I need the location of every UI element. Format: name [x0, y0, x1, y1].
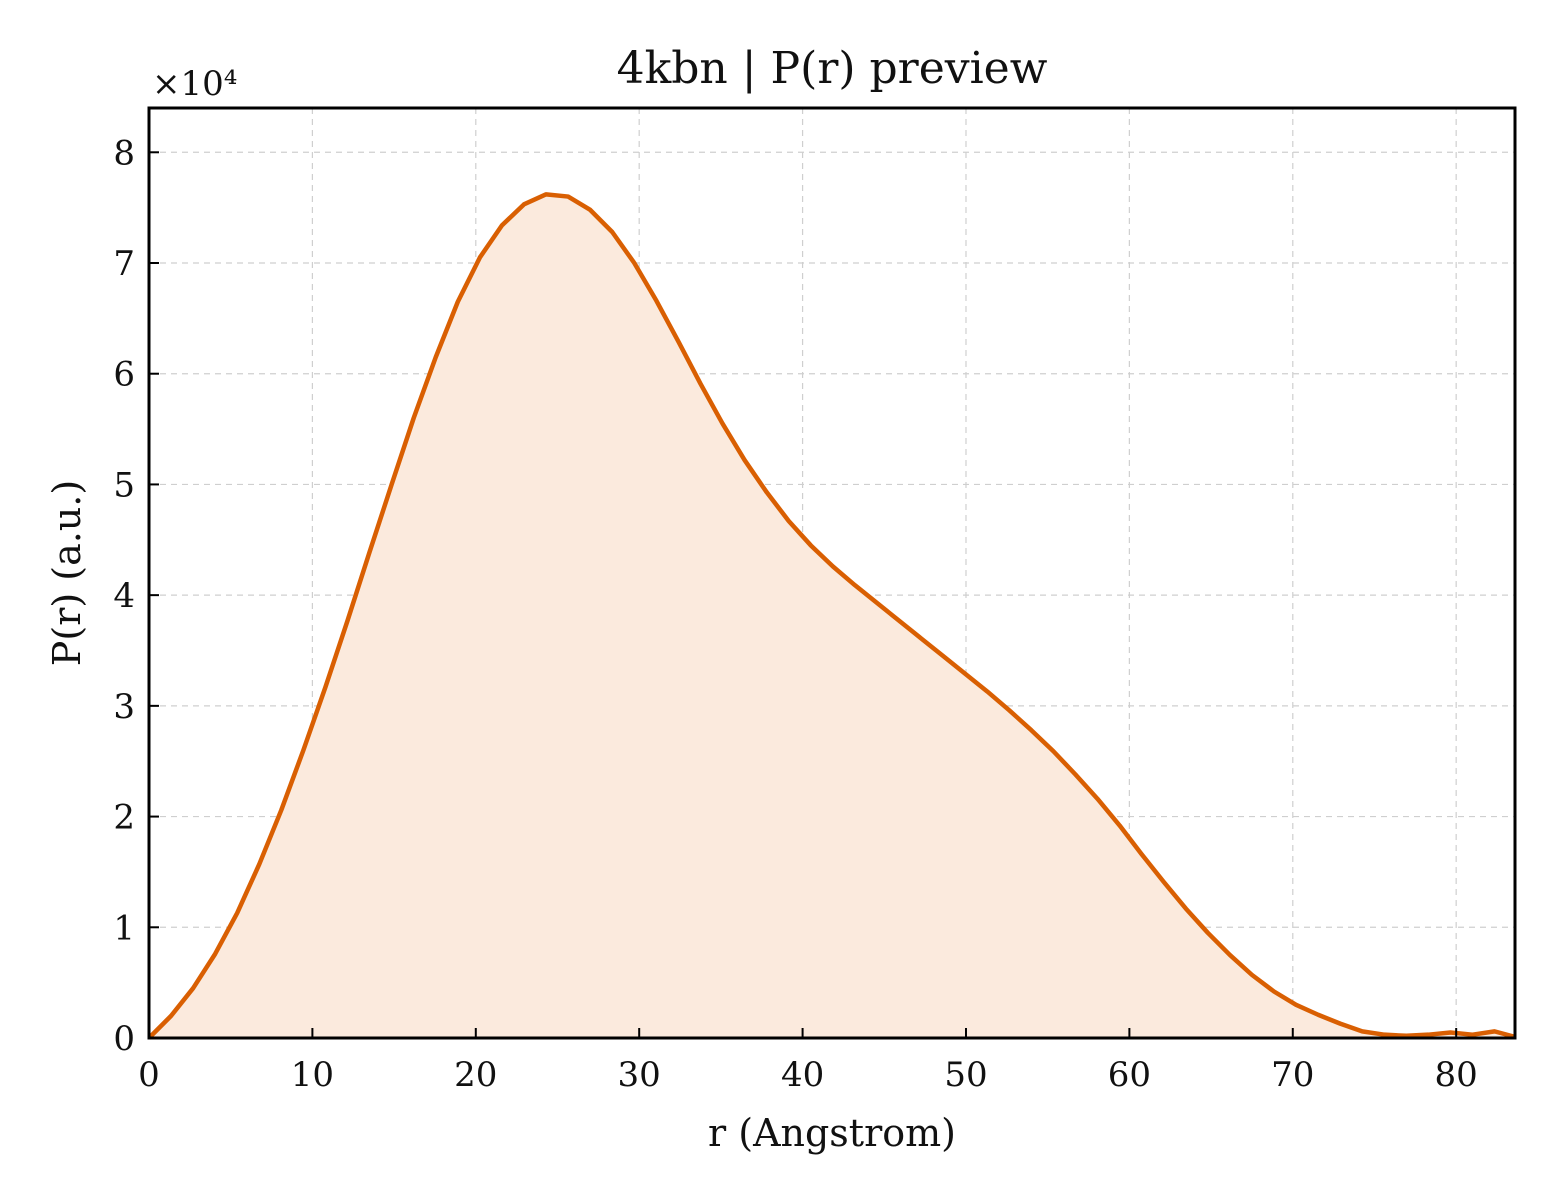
x-tick-label: 60 [1108, 1055, 1151, 1095]
y-tick-label: 1 [113, 908, 135, 948]
pr-curve-line [147, 192, 1516, 1040]
x-tick-label: 10 [291, 1055, 334, 1095]
y-tick-label: 3 [113, 687, 135, 727]
y-axis-label: P(r) (a.u.) [45, 480, 89, 666]
y-axis-ticks: 0 1 2 3 4 5 6 7 8 [113, 133, 159, 1059]
x-axis-label: r (Angstrom) [708, 1111, 956, 1155]
x-tick-label: 20 [454, 1055, 497, 1095]
y-tick-label: 2 [113, 798, 135, 838]
y-tick-label: 5 [113, 465, 135, 505]
x-tick-label: 50 [944, 1055, 987, 1095]
chart-title: 4kbn | P(r) preview [617, 43, 1048, 94]
pr-area-fill [149, 194, 1515, 1039]
y-tick-label: 6 [113, 355, 135, 395]
x-tick-label: 0 [138, 1055, 160, 1095]
x-tick-label: 80 [1435, 1055, 1478, 1095]
x-tick-label: 70 [1271, 1055, 1314, 1095]
y-tick-label: 0 [113, 1019, 135, 1059]
y-tick-label: 4 [113, 576, 135, 616]
x-tick-label: 40 [781, 1055, 824, 1095]
x-axis-ticks: 0 10 20 30 40 50 60 70 80 [138, 1028, 1478, 1095]
x-tick-label: 30 [618, 1055, 661, 1095]
plot-frame [147, 106, 1517, 1040]
y-scale-multiplier: ×10⁴ [152, 64, 237, 104]
y-tick-label: 7 [113, 244, 135, 284]
y-tick-label: 8 [113, 133, 135, 173]
